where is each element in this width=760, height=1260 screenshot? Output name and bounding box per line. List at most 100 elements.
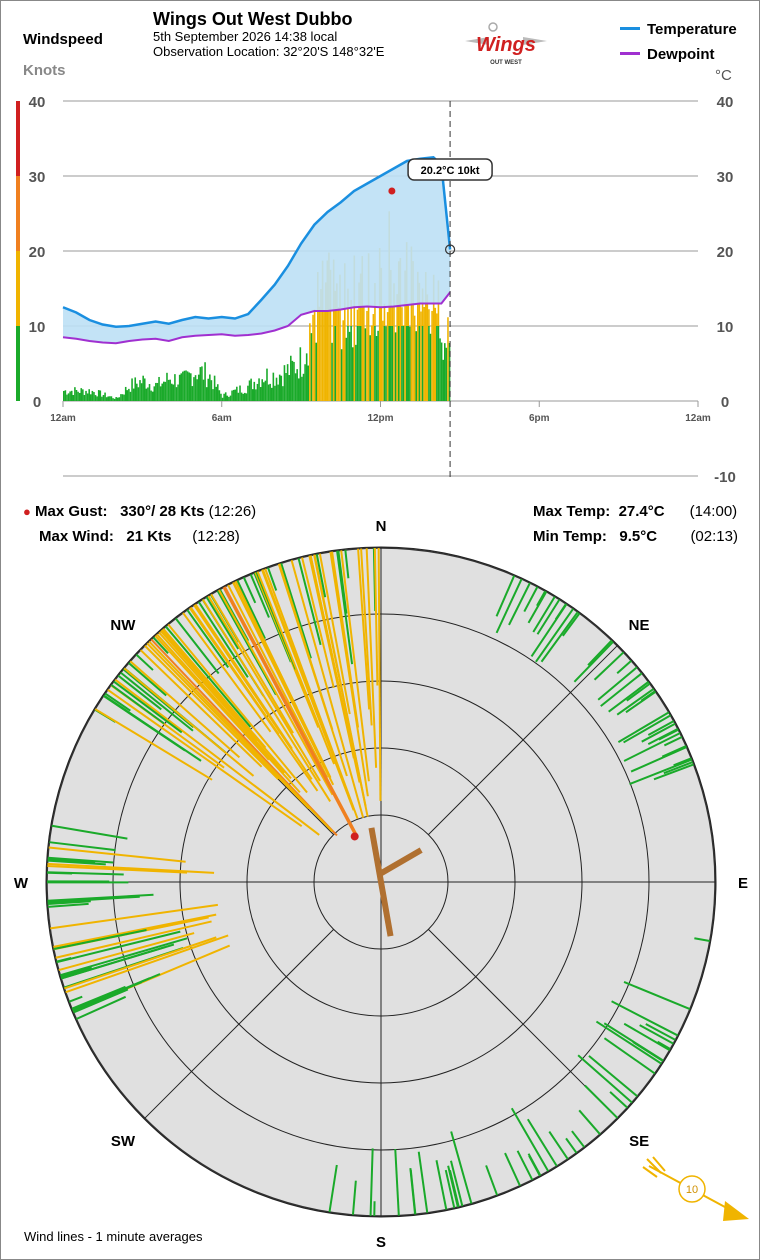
- wind-bar-base: [326, 326, 329, 401]
- wind-line: [201, 598, 332, 802]
- compass-labels: N NE E SE S SW W NW: [14, 518, 748, 1251]
- wind-bar-green: [240, 392, 243, 401]
- wind-line: [68, 995, 83, 1003]
- wind-bar-green: [351, 347, 354, 401]
- wind-line: [540, 611, 579, 663]
- wind-bar-green: [148, 384, 151, 401]
- average-wind-shaft: [368, 827, 394, 937]
- wind-bar-green: [429, 333, 432, 401]
- wind-bar-green: [445, 347, 448, 401]
- wind-bar-base: [329, 326, 332, 401]
- y-left-tick-label: 30: [29, 169, 46, 186]
- wind-bar-green: [232, 389, 235, 401]
- wind-bar-base: [432, 326, 435, 401]
- wind-line: [331, 551, 360, 728]
- wind-bar-yellow: [337, 307, 340, 326]
- wind-bar-base: [405, 326, 408, 401]
- wind-bar-green: [275, 377, 278, 401]
- wind-bar-green: [297, 378, 300, 401]
- wind-line: [56, 930, 181, 964]
- wind-bar-green: [245, 393, 248, 401]
- wind-bar-green: [120, 394, 122, 401]
- wind-bar-yellow: [421, 288, 424, 326]
- wind-bar-green: [139, 380, 141, 401]
- wind-line: [639, 1024, 674, 1045]
- wind-line: [146, 642, 310, 809]
- wind-bar-green: [70, 390, 73, 401]
- wind-line: [210, 593, 294, 734]
- wind-line: [578, 1109, 601, 1135]
- y-left-tick-label: 10: [29, 319, 46, 336]
- wind-bar-green: [110, 396, 113, 401]
- wind-bar-green: [242, 393, 244, 401]
- wind-bar-base: [396, 326, 398, 401]
- wind-bar-green: [270, 387, 273, 401]
- wind-bar-yellow: [313, 309, 316, 326]
- wind-line: [450, 1160, 464, 1207]
- wind-line: [588, 1055, 638, 1097]
- wind-bar-green: [67, 393, 70, 401]
- wind-bar-base: [437, 326, 440, 401]
- wind-bar-green: [243, 392, 246, 401]
- wind-line: [527, 591, 548, 624]
- wind-line: [47, 858, 96, 864]
- compass-label-se: SE: [629, 1133, 649, 1150]
- wind-line: [694, 937, 710, 942]
- wind-line: [154, 635, 270, 761]
- wind-line: [297, 558, 322, 646]
- wind-rose-annotations: [350, 827, 423, 937]
- wind-bar-green: [159, 386, 162, 401]
- wind-bar-green: [304, 364, 306, 401]
- max-gust-value: 330°/ 28 Kts: [120, 503, 205, 520]
- wind-line: [280, 562, 312, 659]
- wind-line: [55, 920, 212, 959]
- wind-line: [337, 550, 348, 614]
- wind-bar-yellow: [447, 317, 449, 326]
- wind-scale-bands: [16, 101, 20, 401]
- wind-bar-green: [415, 331, 418, 401]
- wind-line: [47, 856, 114, 864]
- wind-line: [156, 633, 301, 794]
- wind-line: [47, 895, 140, 904]
- wind-bar-base: [418, 326, 421, 401]
- wind-bar-green: [264, 380, 267, 401]
- wind-bar-green: [256, 383, 259, 401]
- wind-bar-base: [434, 326, 437, 401]
- wind-bar-green: [97, 390, 100, 401]
- wind-bar-green: [267, 384, 270, 401]
- wind-line: [75, 995, 127, 1020]
- wind-line: [495, 578, 523, 634]
- wind-bar-base: [370, 326, 373, 401]
- wind-bar-green: [161, 383, 164, 401]
- max-wind-label: Max Wind:: [39, 528, 114, 545]
- wind-line: [536, 599, 561, 635]
- wind-bar-yellow: [426, 294, 429, 326]
- wind-line: [417, 1151, 429, 1213]
- wind-bar-green: [261, 379, 264, 401]
- wind-line: [64, 936, 217, 990]
- wind-bar-green: [253, 381, 256, 401]
- wind-bar-green: [86, 393, 89, 401]
- wind-line: [587, 639, 613, 666]
- wind-line: [47, 893, 154, 902]
- wind-line: [645, 1023, 676, 1041]
- wind-bar-green: [355, 344, 357, 401]
- wind-bar-green: [131, 378, 133, 401]
- wind-bar-green: [288, 375, 291, 401]
- wind-line: [128, 662, 167, 697]
- wind-line: [49, 841, 116, 852]
- wind-bar-green: [105, 397, 108, 401]
- wind-bar-base: [347, 326, 349, 401]
- wind-bar-green: [218, 390, 221, 401]
- min-temp-label: Min Temp:: [533, 528, 607, 545]
- wind-line: [617, 711, 670, 743]
- max-temp-label: Max Temp:: [533, 503, 611, 520]
- wind-bar-green: [293, 361, 295, 401]
- wind-bar-base: [309, 326, 311, 401]
- wind-bar-green: [228, 396, 230, 401]
- wind-line: [193, 604, 313, 780]
- current-temp-marker: [444, 244, 456, 255]
- wind-line: [161, 629, 292, 780]
- wind-bar-yellow: [312, 314, 314, 326]
- wind-bar-base: [404, 326, 406, 401]
